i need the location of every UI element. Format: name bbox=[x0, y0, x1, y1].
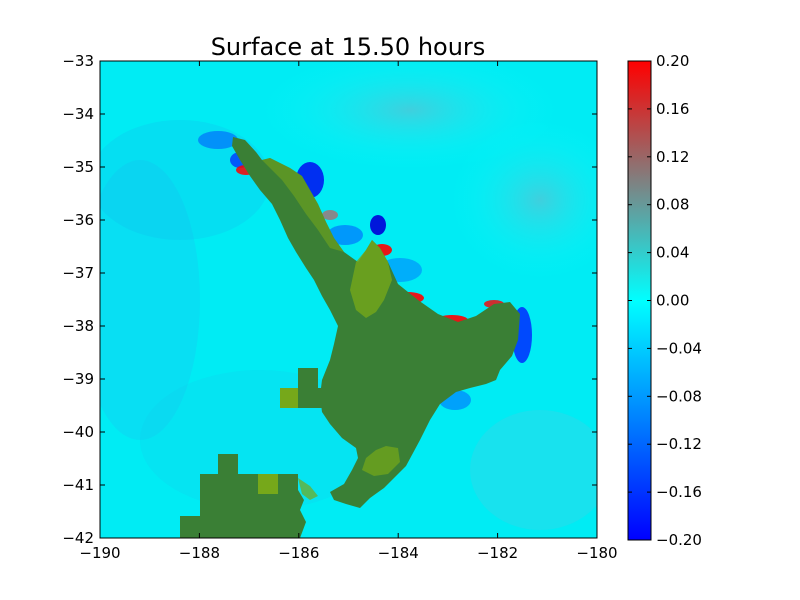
colorbar-gradient bbox=[628, 61, 651, 540]
sea-surface-patch bbox=[450, 120, 597, 280]
x-tick-label: −186 bbox=[278, 544, 319, 562]
y-tick-label: −33 bbox=[62, 52, 94, 70]
y-tick-label: −42 bbox=[62, 529, 94, 547]
y-tick-label: −37 bbox=[62, 264, 94, 282]
x-tick-label: −188 bbox=[179, 544, 220, 562]
chart-title: Surface at 15.50 hours bbox=[211, 33, 486, 61]
land-north-island bbox=[232, 137, 520, 508]
colorbar-tick-label: −0.08 bbox=[656, 387, 702, 405]
sea-surface-patch bbox=[470, 410, 597, 530]
x-tick-label: −182 bbox=[477, 544, 518, 562]
x-tick-label: −190 bbox=[79, 544, 120, 562]
colorbar-tick-label: 0.20 bbox=[656, 52, 689, 70]
colorbar-tick-label: −0.16 bbox=[656, 483, 702, 501]
y-tick-label: −41 bbox=[62, 476, 94, 494]
colorbar-tick-label: 0.00 bbox=[656, 292, 689, 310]
colorbar-tick-label: 0.04 bbox=[656, 244, 689, 262]
sea-surface-patch bbox=[100, 160, 200, 440]
y-tick-label: −36 bbox=[62, 211, 94, 229]
plot-frame bbox=[99, 60, 598, 539]
colorbar-tick-label: 0.08 bbox=[656, 196, 689, 214]
colorbar-tick-label: −0.12 bbox=[656, 435, 702, 453]
plot-area bbox=[100, 61, 597, 538]
colorbar-ticks: 0.20 0.16 0.12 0.08 0.04 0.00 −0.04 −0.08 −0.12 −… bbox=[628, 52, 702, 549]
x-tick-label: −184 bbox=[378, 544, 419, 562]
colorbar-tick-label: −0.04 bbox=[656, 339, 702, 357]
negative-anomaly bbox=[198, 131, 238, 149]
negative-anomaly bbox=[327, 225, 363, 245]
x-tick-label: −180 bbox=[576, 544, 617, 562]
y-tick-label: −38 bbox=[62, 317, 94, 335]
y-tick-label: −35 bbox=[62, 158, 94, 176]
land-south-island bbox=[180, 454, 318, 538]
colorbar-tick-label: 0.12 bbox=[656, 148, 689, 166]
colorbar-tick-label: −0.20 bbox=[656, 531, 702, 549]
colorbar: 0.20 0.16 0.12 0.08 0.04 0.00 −0.04 −0.08 −0.12 −… bbox=[627, 52, 702, 549]
y-tick-label: −39 bbox=[62, 370, 94, 388]
y-axis: −33 −34 −35 −36 −37 −38 −39 −40 −41 −42 bbox=[62, 52, 597, 547]
colorbar-tick-label: 0.16 bbox=[656, 100, 689, 118]
sea-surface-patch bbox=[100, 120, 270, 240]
y-tick-label: −40 bbox=[62, 423, 94, 441]
positive-anomaly bbox=[322, 210, 338, 220]
x-axis: −190 −188 −186 −184 −182 −180 bbox=[79, 61, 618, 562]
negative-anomaly bbox=[370, 215, 386, 235]
y-tick-label: −34 bbox=[62, 105, 94, 123]
